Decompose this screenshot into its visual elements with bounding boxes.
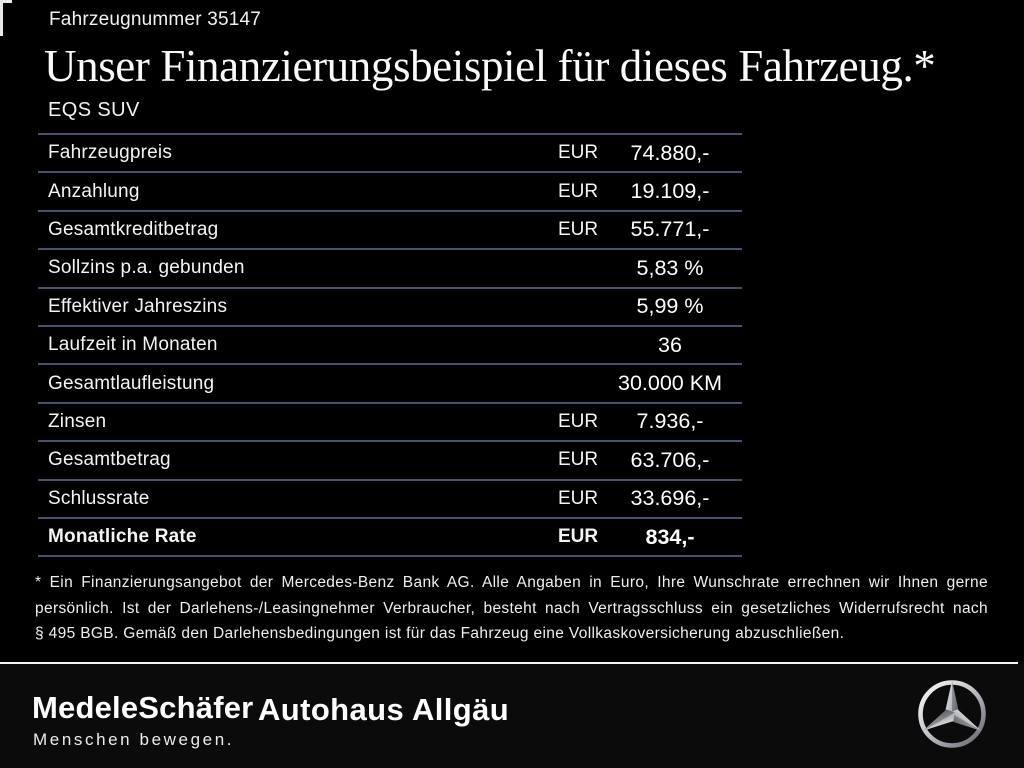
row-label: Zinsen bbox=[48, 410, 107, 432]
footnote: * Ein Finanzierungsangebot der Mercedes-… bbox=[35, 570, 988, 647]
table-row: Schlussrate EUR 33.696,- bbox=[38, 478, 742, 517]
page-title: Unser Finanzierungsbeispiel für dieses F… bbox=[44, 41, 936, 91]
table-row: Zinsen EUR 7.936,- bbox=[38, 401, 742, 440]
footer-divider bbox=[0, 662, 1018, 664]
row-value: 33.696,- bbox=[630, 486, 710, 511]
table-row: Gesamtbetrag EUR 63.706,- bbox=[38, 440, 742, 478]
row-value: 7.936,- bbox=[636, 409, 704, 434]
row-label: Schlussrate bbox=[48, 487, 150, 509]
vehicle-number: Fahrzeugnummer 35147 bbox=[49, 9, 262, 30]
row-currency: EUR bbox=[558, 526, 599, 548]
footnote-line: * Ein Finanzierungsangebot der Mercedes-… bbox=[35, 574, 988, 591]
mercedes-star-icon bbox=[918, 680, 986, 748]
row-value: 55.771,- bbox=[630, 217, 710, 242]
table-row: Monatliche Rate EUR 834,- bbox=[38, 516, 742, 555]
finance-table: Fahrzeugpreis EUR 74.880,- Anzahlung EUR 19.1… bbox=[38, 133, 742, 558]
footnote-line: persönlich. Ist der Darlehens-/Leasingne… bbox=[35, 599, 988, 617]
medele-schaefer-logo: MedeleSchäfer bbox=[32, 690, 254, 725]
table-row: Effektiver Jahreszins 5,99 % bbox=[38, 286, 742, 325]
row-label: Sollzins p.a. gebunden bbox=[48, 257, 245, 279]
scan-edge-artifact bbox=[0, 0, 12, 3]
row-currency: EUR bbox=[558, 410, 599, 432]
table-row: Anzahlung EUR 19.109,- bbox=[38, 171, 742, 209]
row-label: Anzahlung bbox=[48, 180, 140, 202]
row-value: 5,83 % bbox=[636, 255, 704, 280]
row-currency: EUR bbox=[558, 218, 599, 240]
table-row: Gesamtkreditbetrag EUR 55.771,- bbox=[38, 209, 742, 248]
row-value: 834,- bbox=[645, 524, 695, 549]
row-currency: EUR bbox=[558, 449, 599, 471]
table-row: Sollzins p.a. gebunden 5,83 % bbox=[38, 248, 742, 286]
scan-edge-artifact bbox=[0, 0, 3, 36]
row-label: Fahrzeugpreis bbox=[48, 142, 173, 164]
row-value: 19.109,- bbox=[630, 179, 710, 204]
vehicle-model: EQS SUV bbox=[48, 99, 140, 121]
dealer-tagline: Menschen bewegen. bbox=[33, 730, 235, 749]
autohaus-allgaeu-logo: Autohaus Allgäu bbox=[258, 692, 510, 727]
row-currency: EUR bbox=[558, 142, 599, 164]
footer: MedeleSchäfer Menschen bewegen. Autohaus… bbox=[0, 664, 1024, 768]
row-label: Laufzeit in Monaten bbox=[48, 334, 218, 356]
row-value: 74.880,- bbox=[630, 140, 710, 165]
footnote-line: § 495 BGB. Gemäß den Darlehensbedingunge… bbox=[35, 625, 845, 642]
row-value: 63.706,- bbox=[630, 447, 710, 472]
table-row: Gesamtlaufleistung 30.000 KM bbox=[38, 363, 742, 401]
table-row: Laufzeit in Monaten 36 bbox=[38, 324, 742, 363]
row-label: Monatliche Rate bbox=[48, 526, 197, 548]
row-value: 5,99 % bbox=[636, 294, 704, 319]
row-label: Gesamtlaufleistung bbox=[48, 372, 215, 394]
row-value: 30.000 KM bbox=[618, 371, 722, 396]
row-label: Gesamtkreditbetrag bbox=[48, 218, 219, 240]
row-label: Gesamtbetrag bbox=[48, 449, 171, 471]
row-currency: EUR bbox=[558, 487, 599, 509]
row-currency: EUR bbox=[558, 180, 599, 202]
row-label: Effektiver Jahreszins bbox=[48, 295, 228, 317]
table-row: Fahrzeugpreis EUR 74.880,- bbox=[38, 133, 742, 171]
row-value: 36 bbox=[658, 332, 682, 357]
